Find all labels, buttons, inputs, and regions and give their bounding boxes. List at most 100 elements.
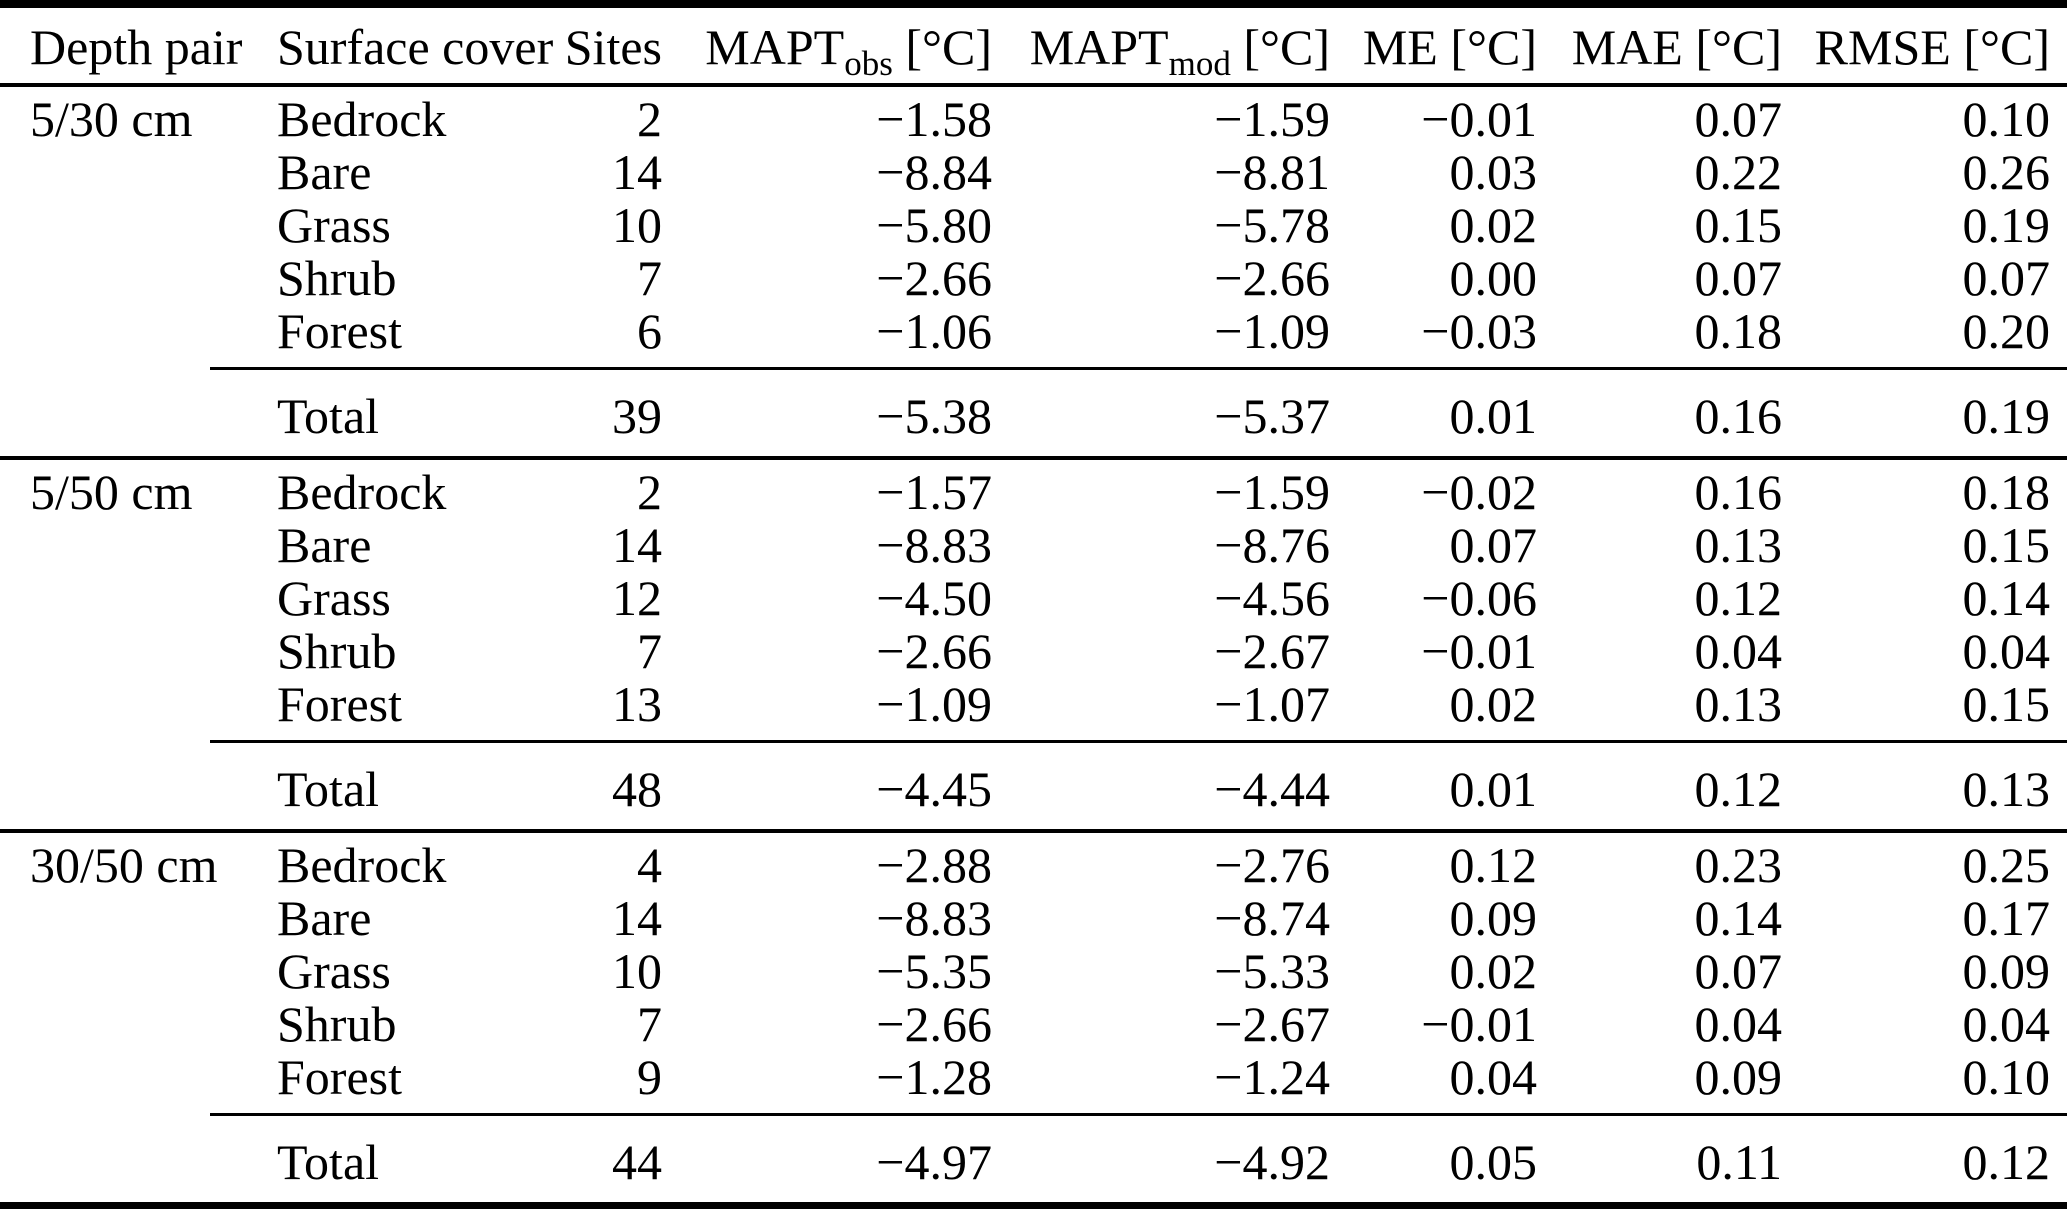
me-cell: −0.01 [1421,996,1537,1052]
depth-pair-cell [0,678,210,742]
header-unit: [°C] [892,19,992,75]
rmse-cell: 0.07 [1962,250,2051,306]
table-row: Bare 14 −8.83 −8.76 0.07 0.13 0.15 [0,519,2067,572]
rmse-cell: 0.10 [1962,91,2051,147]
depth-pair-cell [0,305,210,369]
surface-cover-cell: Total [210,367,560,458]
depth-pair-cell [0,945,210,998]
sites-cell: 2 [637,464,662,520]
mapt-obs-cell: −2.66 [876,996,992,1052]
surface-cover-cell: Bare [277,890,372,946]
column-header-sites: Sites [560,4,662,85]
depth-pair-cell [0,625,210,678]
mapt-obs-cell: −1.28 [876,1049,992,1105]
table-row: Shrub 7 −2.66 −2.67 −0.01 0.04 0.04 [0,998,2067,1051]
mapt-mod-cell: −1.07 [1214,676,1330,732]
mapt-obs-cell: −1.58 [876,91,992,147]
header-label: RMSE [1814,19,1951,75]
mapt-obs-cell: −5.38 [662,367,992,458]
me-cell: 0.07 [1449,517,1538,573]
depth-pair-cell [0,199,210,252]
header-subscript: mod [1168,44,1231,83]
depth-pair-cell [0,1115,210,1206]
column-header-rmse: RMSE [°C] [1782,4,2067,85]
mapt-mod-cell: −5.37 [992,367,1330,458]
mapt-mod-cell: −2.67 [1214,996,1330,1052]
column-header-mapt-mod: MAPTmod [°C] [992,4,1330,85]
mapt-obs-cell: −1.57 [876,464,992,520]
rmse-cell: 0.26 [1962,144,2051,200]
table-row: Grass 10 −5.35 −5.33 0.02 0.07 0.09 [0,945,2067,998]
sites-cell: 14 [612,517,662,573]
depth-pair-cell [0,519,210,572]
table-row: Forest 13 −1.09 −1.07 0.02 0.13 0.15 [0,678,2067,742]
mapt-obs-cell: −4.45 [662,740,992,831]
surface-cover-cell: Bare [277,144,372,200]
sites-cell: 12 [612,570,662,626]
table-row: Grass 10 −5.80 −5.78 0.02 0.15 0.19 [0,199,2067,252]
surface-cover-cell: Shrub [277,623,397,679]
depth-pair-cell [0,572,210,625]
sites-cell: 7 [637,623,662,679]
header-unit: [°C] [1437,19,1537,75]
table-row: Shrub 7 −2.66 −2.66 0.00 0.07 0.07 [0,252,2067,305]
me-cell: 0.00 [1449,250,1538,306]
header-label: MAPT [705,19,845,75]
depth-pair-group: 30/50 cm Bedrock 4 −2.88 −2.76 0.12 0.23 0.25 Ba… [0,831,2067,1206]
mae-cell: 0.04 [1694,623,1783,679]
mapt-obs-cell: −8.83 [876,890,992,946]
mae-cell: 0.07 [1694,943,1783,999]
header-label: Surface cover [277,19,554,75]
sites-cell: 14 [612,890,662,946]
surface-cover-cell: Forest [277,303,402,359]
sites-cell: 39 [560,367,662,458]
mapt-mod-cell: −2.76 [1214,837,1330,893]
rmse-cell: 0.09 [1962,943,2051,999]
table-row: Forest 6 −1.06 −1.09 −0.03 0.18 0.20 [0,305,2067,369]
mapt-obs-cell: −8.84 [876,144,992,200]
table-row: Grass 12 −4.50 −4.56 −0.06 0.12 0.14 [0,572,2067,625]
mae-cell: 0.12 [1694,570,1783,626]
surface-cover-cell: Bare [277,517,372,573]
sites-cell: 2 [637,91,662,147]
mapt-obs-cell: −2.66 [876,250,992,306]
mae-cell: 0.15 [1694,197,1783,253]
mae-cell: 0.07 [1694,250,1783,306]
header-row: Depth pair Surface cover Sites MAPTobs [… [0,4,2067,85]
depth-pair-group: 5/30 cm Bedrock 2 −1.58 −1.59 −0.01 0.07 0.10 Ba… [0,85,2067,458]
sites-cell: 4 [637,837,662,893]
table-row: Shrub 7 −2.66 −2.67 −0.01 0.04 0.04 [0,625,2067,678]
mapt-mod-cell: −4.44 [992,740,1330,831]
column-header-mae: MAE [°C] [1537,4,1782,85]
mapt-obs-cell: −1.06 [876,303,992,359]
depth-pair-cell [0,998,210,1051]
depth-pair-cell [0,252,210,305]
mae-cell: 0.22 [1694,144,1783,200]
sites-cell: 14 [612,144,662,200]
mae-cell: 0.13 [1694,676,1783,732]
rmse-cell: 0.04 [1962,996,2051,1052]
column-header-surface-cover: Surface cover [210,4,560,85]
rmse-cell: 0.04 [1962,623,2051,679]
header-unit: [°C] [1230,19,1330,75]
me-cell: 0.02 [1449,197,1538,253]
header-unit: [°C] [1950,19,2050,75]
mapt-mod-cell: −8.74 [1214,890,1330,946]
mae-cell: 0.18 [1694,303,1783,359]
total-row: Total 44 −4.97 −4.92 0.05 0.11 0.12 [0,1113,2067,1206]
rmse-cell: 0.15 [1962,676,2051,732]
mae-cell: 0.13 [1694,517,1783,573]
mapt-mod-cell: −5.33 [1214,943,1330,999]
mapt-mod-cell: −1.59 [1214,91,1330,147]
mae-cell: 0.16 [1537,367,1782,458]
sites-cell: 10 [612,943,662,999]
depth-pair-cell [0,742,210,832]
rmse-cell: 0.18 [1962,464,2051,520]
surface-cover-cell: Bedrock [277,837,447,893]
mapt-obs-cell: −8.83 [876,517,992,573]
rmse-cell: 0.14 [1962,570,2051,626]
table-row: 30/50 cm Bedrock 4 −2.88 −2.76 0.12 0.23 0.25 [0,831,2067,892]
me-cell: −0.02 [1421,464,1537,520]
table-row: Forest 9 −1.28 −1.24 0.04 0.09 0.10 [0,1051,2067,1115]
